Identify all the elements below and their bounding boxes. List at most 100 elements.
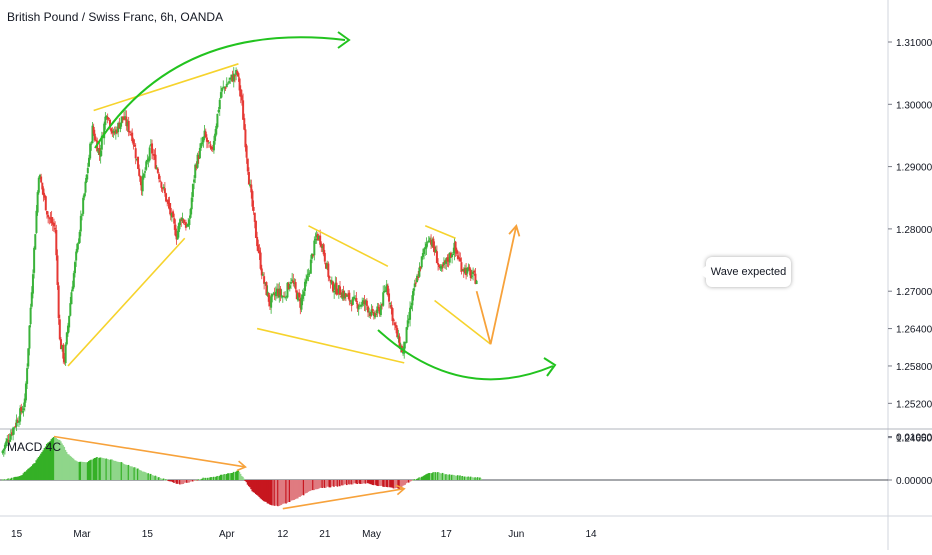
candle-body — [433, 246, 436, 253]
macd-bar — [440, 473, 443, 480]
macd-bar — [238, 471, 241, 480]
candle-body — [404, 342, 407, 344]
candle-body — [319, 235, 322, 245]
macd-bar — [89, 460, 91, 480]
macd-bar — [302, 480, 305, 496]
candle-body — [279, 288, 282, 296]
candle-body — [245, 145, 248, 158]
macd-bar — [388, 480, 390, 488]
macd-bar — [308, 480, 311, 492]
candle-body — [395, 325, 398, 328]
candle-body — [396, 328, 399, 338]
candle-body — [34, 234, 37, 250]
macd-bar — [291, 480, 293, 501]
macd-bar — [54, 437, 56, 480]
macd-bar — [462, 476, 465, 480]
candle-body — [349, 300, 352, 302]
divergence-arrowhead — [236, 460, 247, 472]
candle-body — [56, 255, 59, 285]
macd-bar — [350, 480, 353, 485]
candle-body — [16, 420, 19, 423]
macd-bar — [113, 460, 116, 480]
candle-body — [451, 254, 454, 257]
macd-bar — [452, 474, 454, 480]
macd-bar — [43, 448, 46, 480]
macd-bar — [167, 480, 169, 481]
macd-bar — [37, 457, 40, 480]
candle-body — [316, 233, 319, 241]
candle-body — [403, 341, 406, 354]
candle-body — [144, 171, 147, 173]
macd-bar — [96, 457, 98, 480]
macd-bar — [205, 478, 208, 480]
macd-bar — [68, 454, 70, 480]
macd-bar — [357, 480, 360, 484]
candle-body — [270, 296, 273, 308]
candle-body — [459, 258, 462, 262]
macd-bar — [57, 439, 60, 480]
wave-expected-note[interactable]: Wave expected — [698, 257, 791, 287]
candle-body — [126, 121, 129, 127]
macd-bar — [433, 472, 436, 480]
candle-body — [169, 207, 172, 216]
candle-body — [218, 99, 221, 110]
macd-bar — [267, 480, 270, 504]
candle-body — [217, 109, 220, 113]
candle-body — [82, 197, 85, 214]
macd-bar — [418, 477, 420, 480]
candle-body — [80, 214, 83, 216]
candle-body — [332, 281, 335, 292]
macd-bar — [427, 473, 430, 480]
macd-bar — [17, 476, 20, 480]
macd-bar — [111, 459, 113, 480]
candle-body — [64, 344, 67, 364]
candle-body — [288, 285, 291, 288]
macd-bar — [344, 480, 347, 485]
candle-body — [106, 116, 109, 120]
candle-body — [339, 286, 342, 295]
candle-body — [26, 368, 29, 384]
macd-bar — [76, 461, 78, 480]
macd-bar — [222, 474, 224, 480]
candle-body — [251, 191, 254, 207]
candle-body — [226, 83, 229, 85]
candle-body — [413, 283, 416, 288]
macd-bar — [322, 480, 325, 488]
candle-body — [223, 86, 226, 88]
candle-body — [114, 129, 117, 134]
candle-body — [308, 272, 311, 274]
macd-bar — [140, 470, 143, 480]
candle-body — [44, 196, 47, 211]
macd-bar — [430, 473, 432, 480]
candle-body — [321, 245, 324, 249]
macd-bar — [444, 474, 446, 480]
candle-body — [412, 288, 415, 296]
candle-body — [167, 199, 170, 204]
macd-bar — [10, 477, 13, 480]
candle-body — [72, 273, 75, 288]
macd-bar — [240, 475, 243, 480]
candle-body — [141, 175, 144, 192]
macd-bar — [1, 479, 4, 481]
candle-body — [238, 78, 241, 91]
macd-bar — [61, 443, 63, 480]
candle-body — [119, 122, 122, 130]
macd-bar — [233, 472, 236, 480]
candle-body — [320, 243, 323, 247]
candle-body — [184, 222, 187, 228]
macd-bar — [84, 462, 87, 480]
candle-body — [49, 218, 52, 220]
macd-bar — [66, 454, 69, 480]
candle-body — [99, 150, 102, 157]
macd-bar — [274, 480, 277, 506]
macd-bar — [348, 480, 350, 485]
candle-body — [77, 242, 80, 244]
macd-bar — [264, 480, 266, 502]
candle-body — [125, 116, 128, 126]
candle-body — [33, 247, 36, 273]
candle-body — [285, 296, 288, 298]
candle-body — [147, 158, 150, 161]
macd-bar — [432, 472, 435, 480]
price-tick-label: 1.31000 — [896, 38, 932, 49]
candle-body — [368, 311, 371, 313]
